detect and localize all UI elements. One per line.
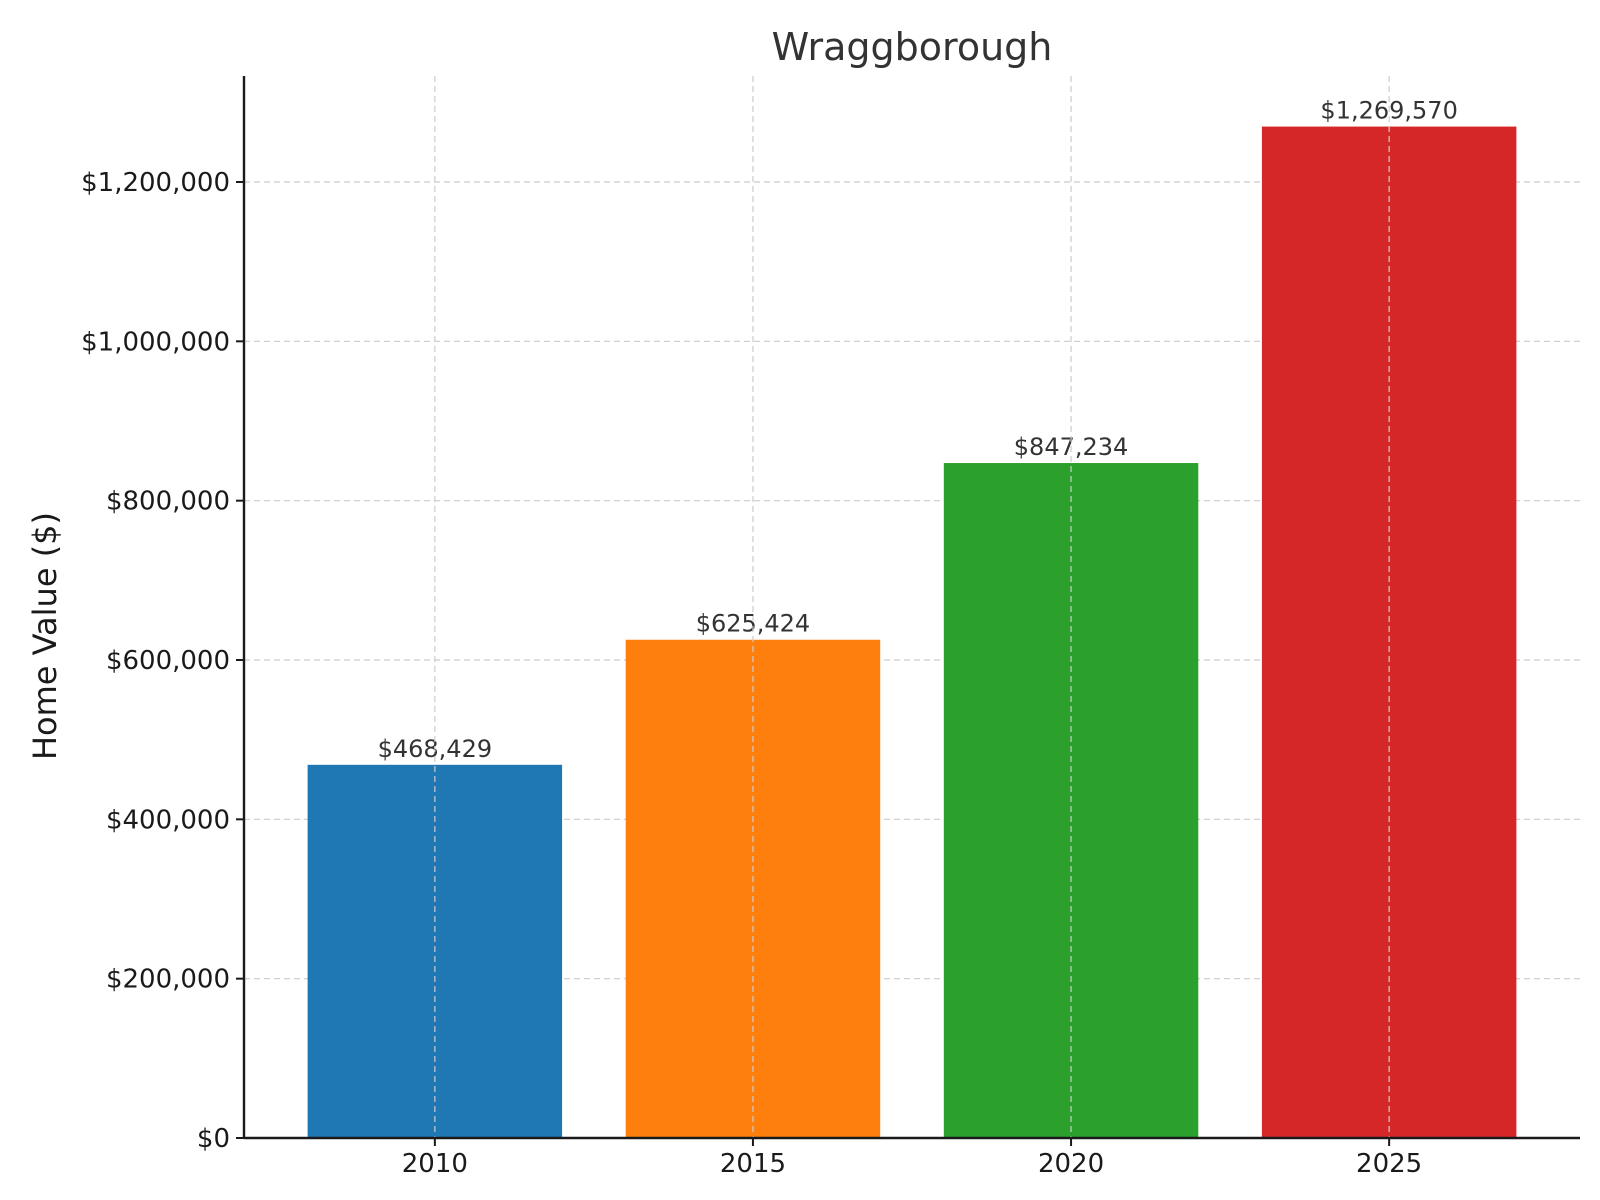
y-axis-label: Home Value ($) <box>26 512 64 760</box>
x-tick-label-2015: 2015 <box>720 1149 786 1179</box>
vertical-grid <box>434 76 1390 1138</box>
y-tick-label: $200,000 <box>106 965 230 995</box>
chart-title: Wraggborough <box>772 25 1053 69</box>
y-ticks: $0 $200,000 $400,000 $600,000 $800,000 $1,000… <box>81 168 244 1154</box>
y-tick-label: $800,000 <box>106 487 230 517</box>
bars <box>307 126 1517 1139</box>
y-tick-label: $400,000 <box>106 805 230 835</box>
y-tick-label: $0 <box>197 1124 230 1154</box>
y-tick-label: $1,200,000 <box>81 168 230 198</box>
y-tick-label: $600,000 <box>106 646 230 676</box>
x-tick-label-2025: 2025 <box>1356 1149 1422 1179</box>
x-tick-label-2020: 2020 <box>1038 1149 1104 1179</box>
x-tick-label-2010: 2010 <box>402 1149 468 1179</box>
axes <box>242 76 1580 1140</box>
value-label-2015: $625,424 <box>696 610 811 638</box>
y-tick-label: $1,000,000 <box>81 327 230 357</box>
x-ticks: 2010 2015 2020 2025 <box>402 1138 1422 1179</box>
